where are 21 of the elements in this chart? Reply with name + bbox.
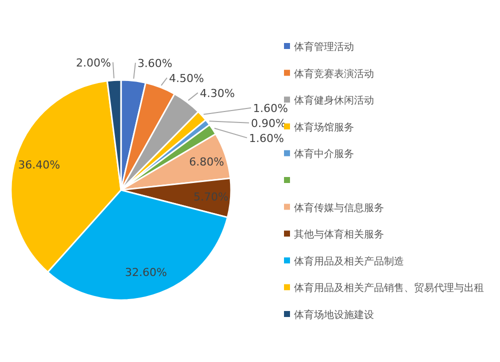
data-label: 4.30% [200, 86, 235, 100]
legend-label: 体育竞赛表演活动 [294, 68, 374, 80]
legend-label: 体育传媒与信息服务 [294, 202, 384, 214]
data-label: 36.40% [18, 158, 60, 172]
data-label: 3.60% [137, 56, 172, 70]
legend-label: 其他与体育相关服务 [294, 228, 384, 241]
data-label: 1.60% [249, 132, 284, 145]
legend-label: 体育中介服务 [294, 148, 354, 160]
legend-label: 体育场馆服务 [294, 121, 354, 134]
legend-label: 体育场地设施建设 [294, 309, 374, 321]
data-label: 5.70% [193, 190, 228, 204]
data-label: 6.80% [189, 156, 224, 169]
data-label: 4.50% [168, 72, 204, 85]
legend-label: 体育用品及相关产品制造 [294, 255, 404, 268]
legend-label: 体育用品及相关产品销售、贸易代理与出租 [294, 282, 484, 294]
data-label: 0.90% [251, 116, 286, 130]
data-label: 1.60% [253, 102, 288, 115]
legend-label: 体育健身休闲活动 [294, 94, 374, 107]
data-label: 2.00% [76, 56, 111, 70]
legend-label: 体育管理活动 [294, 41, 354, 53]
data-label: 32.60% [124, 266, 167, 280]
